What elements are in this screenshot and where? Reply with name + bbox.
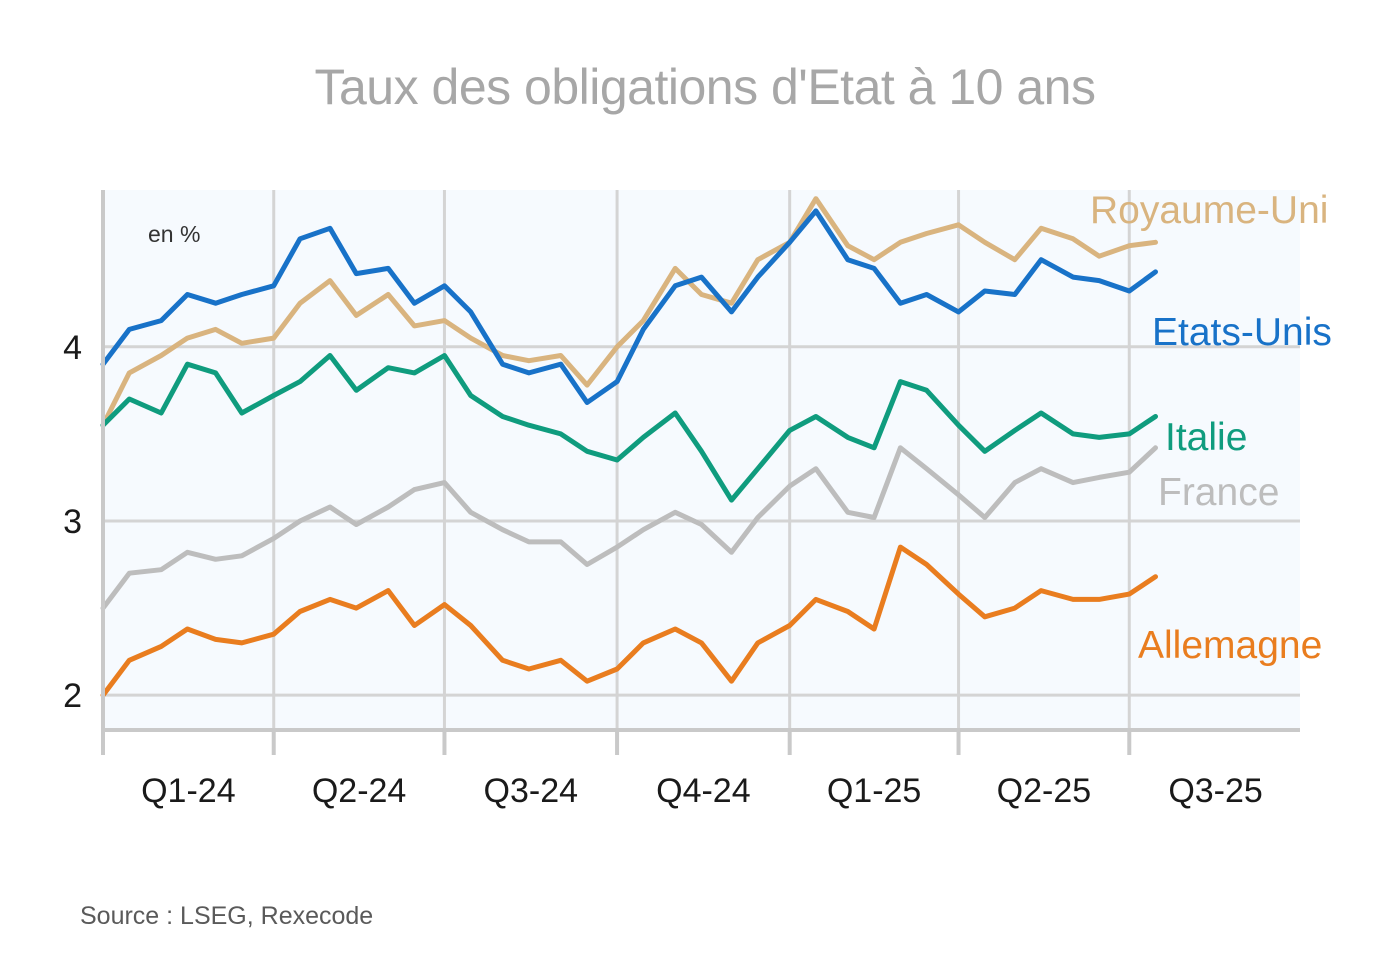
line-chart: 234 Q1-24 Q2-24 Q3-24 Q4-24 Q1-25 Q2-25 Q3-25 … — [63, 189, 1332, 810]
y-tick-label: 4 — [63, 329, 82, 367]
y-tick-label: 3 — [63, 503, 82, 541]
y-tick-label: 2 — [63, 677, 82, 715]
series-line-royaume-uni — [100, 196, 1158, 428]
chart-title: Taux des obligations d'Etat à 10 ans — [314, 59, 1096, 115]
y-tick-labels: 2 3 4 — [63, 329, 82, 715]
x-tick-label: Q1-24 — [141, 772, 236, 810]
unit-label: en % — [148, 221, 200, 247]
series-label: Allemagne — [1138, 624, 1322, 667]
x-tick-label: Q4-24 — [656, 772, 751, 810]
series-label: Royaume-Uni — [1090, 189, 1328, 232]
axes — [101, 190, 1300, 755]
x-tick-label: Q1-25 — [827, 772, 922, 810]
x-tick-label: Q2-24 — [312, 772, 407, 810]
series-line-allemagne — [100, 544, 1158, 698]
x-tick-label: Q3-24 — [484, 772, 579, 810]
series-line-etats-unis — [100, 208, 1158, 405]
series-lines — [100, 196, 1158, 698]
x-tick-label: Q3-25 — [1168, 772, 1263, 810]
series-label: Etats-Unis — [1152, 311, 1332, 354]
x-tick-labels: Q1-24 Q2-24 Q3-24 Q4-24 Q1-25 Q2-25 Q3-25 — [141, 772, 1263, 810]
series-labels: Royaume-Uni Etats-Unis Italie France Allemag… — [1090, 189, 1332, 667]
series-line-france — [100, 445, 1158, 611]
series-label: Italie — [1165, 416, 1247, 459]
series-label: France — [1158, 471, 1279, 514]
source-note: Source : LSEG, Rexecode — [80, 902, 374, 930]
series-line-italie — [100, 353, 1158, 503]
x-tick-label: Q2-25 — [997, 772, 1092, 810]
